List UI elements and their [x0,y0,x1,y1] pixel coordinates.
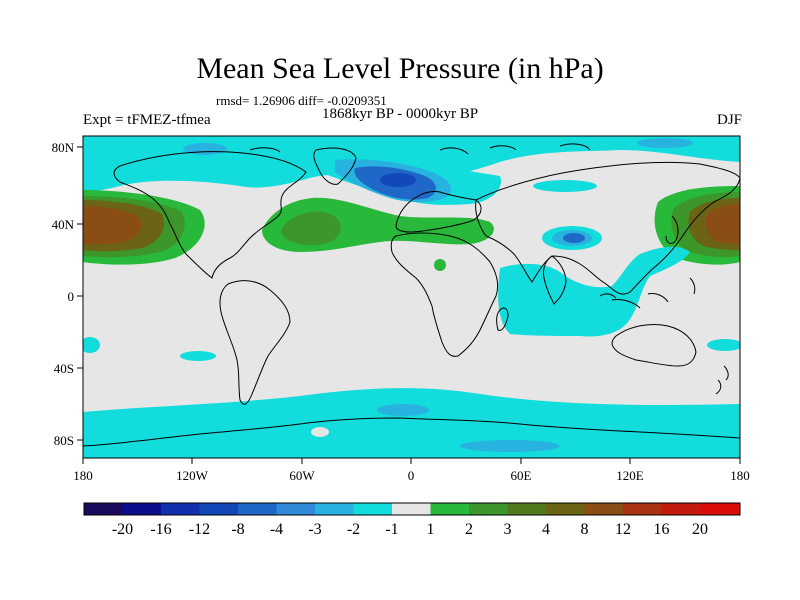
lon-label: 180 [730,468,750,483]
lat-label: 40N [52,217,75,232]
antarctic-neutral-spot [311,427,329,437]
antarctic-blue-patch [460,440,560,452]
siberia-blue-patch [637,138,693,148]
colorbar-label: -3 [308,521,321,538]
atlantic-low-core [380,173,416,187]
southern-blue-patch [377,404,429,416]
india-outline [543,255,567,305]
colorbar-frame [83,502,741,516]
central-asia-cyan [533,180,597,192]
latitude-labels: 80N 40N 0 40S 80S [52,140,75,448]
colorbar-swatch [469,503,508,515]
colorbar-swatch [584,503,623,515]
colorbar-label: 16 [654,521,670,538]
longitude-labels: 180 120W 60W 0 60E 120E 180 [73,468,750,483]
pressure-field [83,136,740,458]
map-title: Mean Sea Level Pressure (in hPa) [196,52,604,85]
colorbar-label: 8 [581,521,589,538]
colorbar-label: 20 [692,521,708,538]
lat-label: 0 [68,289,75,304]
colorbar-swatch [392,503,431,515]
east-edge-cyan [707,339,740,351]
longitude-axis [82,458,741,464]
colorbar-label: 4 [542,521,550,538]
colorbar-labels: -20 -16 -12 -8 -4 -3 -2 -1 1 2 3 4 8 12 … [112,521,708,538]
new-zealand-outline [715,365,729,395]
indian-ocean-cyan [498,246,690,337]
west-edge-cyan [83,337,100,353]
colorbar-label: -16 [150,521,171,538]
japan-outline [665,215,679,244]
europe-outline [395,191,482,233]
colorbar-label: -1 [385,521,398,538]
experiment-label: Expt = tFMEZ-tfmea [83,112,211,128]
coastlines [83,143,740,447]
colorbar-label: 2 [465,521,473,538]
southern-ocean-cyan [83,388,740,458]
colorbar-label: 1 [427,521,435,538]
colorbar-swatch [84,503,123,515]
colorbar-swatch [700,503,740,515]
north-america-outline [113,151,307,279]
south-pacific-cyan [180,351,216,361]
atlantic-green-dark [281,211,341,246]
colorbar-swatch [238,503,277,515]
colorbar-label: -20 [112,521,133,538]
colorbar-label: -4 [270,521,283,538]
south-america-outline [219,280,291,405]
colorbar-swatch [661,503,700,515]
lon-label: 60E [511,468,532,483]
colorbar-swatch [315,503,354,515]
colorbar-swatch [122,503,161,515]
arctic-islands [249,143,591,155]
colorbar [83,502,741,516]
colorbar-swatch [199,503,238,515]
colorbar-label: -8 [231,521,244,538]
southeast-asia-islands [599,277,696,309]
lon-label: 120E [616,468,644,483]
colorbar-swatch [353,503,392,515]
canada-blue-patch [183,143,227,155]
greenland-outline [313,147,357,185]
colorbar-label: -2 [347,521,360,538]
pacific-high-west-core [83,206,142,245]
colorbar-swatch [161,503,200,515]
latitude-axis [77,146,83,441]
colorbar-swatch [430,503,469,515]
pacific-high-east-core [705,204,740,244]
lat-label: 80S [54,433,74,448]
lat-label: 40S [54,361,74,376]
lon-label: 120W [176,468,209,483]
lon-label: 0 [408,468,415,483]
australia-outline [611,323,697,367]
colorbar-swatch [546,503,585,515]
lon-label: 60W [289,468,315,483]
lat-label: 80N [52,140,75,155]
asia-outline [475,161,740,295]
africa-green-spot [434,259,446,271]
colorbar-swatch [623,503,662,515]
colorbar-label: 3 [504,521,512,538]
madagascar-outline [496,307,509,331]
stats-text: rmsd= 1.26906 diff= -0.0209351 [216,93,387,108]
colorbar-swatch [507,503,546,515]
period-text: 1868kyr BP - 0000kyr BP [322,106,479,122]
colorbar-swatch [276,503,315,515]
africa-outline [390,232,499,357]
antarctica-outline [83,417,740,447]
lon-label: 180 [73,468,93,483]
colorbar-label: -12 [189,521,210,538]
colorbar-label: 12 [615,521,631,538]
tibet-dark [563,233,585,243]
season-label: DJF [716,112,742,128]
